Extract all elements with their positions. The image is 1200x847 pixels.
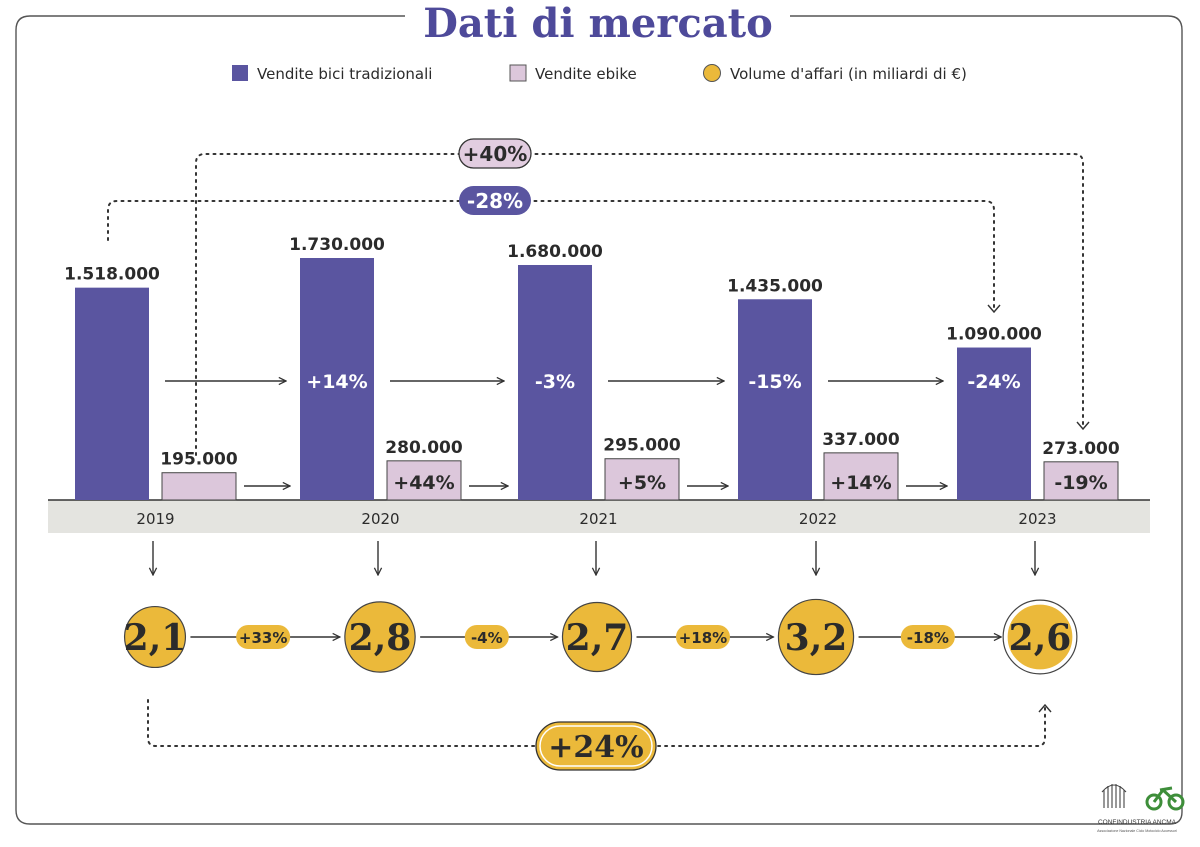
connector-ebike-overall [195, 153, 1084, 456]
bar-traditional-2020 [300, 258, 374, 500]
value-label-traditional-2021: 1.680.000 [507, 242, 603, 262]
x-tick-label-2020: 2020 [361, 510, 399, 528]
bar-traditional-2023 [957, 347, 1031, 500]
logo-line1: CONFINDUSTRIA ANCMA [1098, 819, 1177, 826]
change-label-traditional-2021: -3% [535, 371, 575, 393]
volume-value-2019: 2,1 [124, 617, 187, 659]
volume-change-label-1: +33% [239, 629, 287, 647]
change-label-ebike-2023: -19% [1054, 472, 1107, 494]
x-tick-label-2021: 2021 [579, 510, 617, 528]
bar-ebike-2019 [161, 472, 237, 501]
volume-circle-outer-ring-2023 [1002, 599, 1078, 675]
volume-overall-change: +24% [548, 730, 643, 765]
bar-ebike-2021 [604, 458, 680, 501]
change-label-traditional-2020: +14% [306, 371, 367, 393]
legend-label-volume: Volume d'affari (in miliardi di €) [730, 65, 967, 83]
value-label-ebike-2020: 280.000 [385, 438, 463, 458]
bars-layer [75, 258, 1119, 501]
x-tick-label-2023: 2023 [1018, 510, 1056, 528]
volume-change-pill-3 [675, 625, 730, 649]
volume-change-pill-4 [900, 625, 955, 649]
volume-circle-2023 [1004, 601, 1076, 673]
x-axis-band [48, 500, 1150, 533]
ebike-overall-change: +40% [463, 142, 528, 166]
value-label-traditional-2022: 1.435.000 [727, 276, 823, 296]
pill-volume-overall [535, 721, 657, 771]
volume-value-2023: 2,6 [1009, 617, 1072, 659]
legend-swatch-volume [703, 64, 721, 82]
bar-ebike-2023 [1043, 461, 1119, 501]
pill-ebike-overall [458, 138, 532, 169]
volume-change-label-4: -18% [907, 629, 949, 647]
legend-swatch-ebike [509, 64, 527, 82]
change-label-traditional-2023: -24% [967, 371, 1020, 393]
connector-volume-arrowhead [1038, 703, 1052, 713]
change-label-traditional-2022: -15% [748, 371, 801, 393]
value-label-traditional-2020: 1.730.000 [289, 235, 385, 255]
connector-traditional-overall [107, 200, 995, 311]
legend-label-ebike: Vendite ebike [535, 65, 637, 83]
legend: Vendite bici tradizionali Vendite ebike … [232, 64, 967, 83]
logo: CONFINDUSTRIA ANCMA Associazione Naziona… [1097, 784, 1185, 833]
volume-change-label-2: -4% [471, 629, 503, 647]
volume-value-2021: 2,7 [566, 617, 629, 659]
x-tick-label-2022: 2022 [799, 510, 837, 528]
value-label-traditional-2023: 1.090.000 [946, 325, 1042, 345]
volume-change-pill-2 [464, 625, 509, 649]
labels-layer: 1.518.000 195.000 2019 1.730.000 +14% 280.000… [64, 235, 1120, 528]
volume-value-2022: 3,2 [785, 617, 848, 659]
change-label-ebike-2022: +14% [830, 472, 891, 494]
traditional-overall-change: -28% [467, 189, 523, 213]
legend-swatch-traditional [232, 65, 248, 81]
value-label-traditional-2019: 1.518.000 [64, 265, 160, 285]
bar-ebike-2020 [386, 460, 462, 501]
connector-ebike-arrowhead [1076, 421, 1090, 431]
arrows-layer [153, 381, 1035, 575]
pill-volume-overall-inner [539, 725, 653, 767]
bar-ebike-2022 [823, 452, 899, 501]
change-label-ebike-2021: +5% [618, 472, 666, 494]
volume-circles-layer: 2,1 2,8 2,7 3,2 2,6 +33% -4% +18% -18% [123, 598, 1078, 676]
x-tick-label-2019: 2019 [136, 510, 174, 528]
chart-title: Dati di mercato [423, 0, 773, 47]
change-label-ebike-2020: +44% [393, 472, 454, 494]
volume-circle-2021 [561, 601, 633, 673]
bar-traditional-2022 [738, 299, 812, 500]
volume-circle-2022 [777, 598, 855, 676]
volume-circle-2019 [123, 605, 187, 669]
pill-traditional-overall [459, 186, 531, 215]
value-label-ebike-2022: 337.000 [822, 430, 900, 450]
volume-change-pill-1 [236, 625, 291, 649]
connector-traditional-arrowhead [987, 304, 1001, 314]
value-label-ebike-2019: 195.000 [160, 450, 238, 470]
legend-label-traditional: Vendite bici tradizionali [257, 65, 432, 83]
confindustria-logo-icon [1101, 784, 1127, 808]
bicycle-logo-icon [1145, 786, 1185, 811]
frame-border [15, 15, 1183, 825]
logo-line2: Associazione Nazionale Ciclo Motociclo A… [1097, 829, 1177, 833]
volume-value-2020: 2,8 [349, 617, 412, 659]
volume-circle-2020 [344, 601, 416, 673]
value-label-ebike-2021: 295.000 [603, 436, 681, 456]
bar-traditional-2021 [518, 264, 592, 500]
volume-change-label-3: +18% [679, 629, 727, 647]
bar-traditional-2019 [75, 287, 149, 500]
value-label-ebike-2023: 273.000 [1042, 439, 1120, 459]
